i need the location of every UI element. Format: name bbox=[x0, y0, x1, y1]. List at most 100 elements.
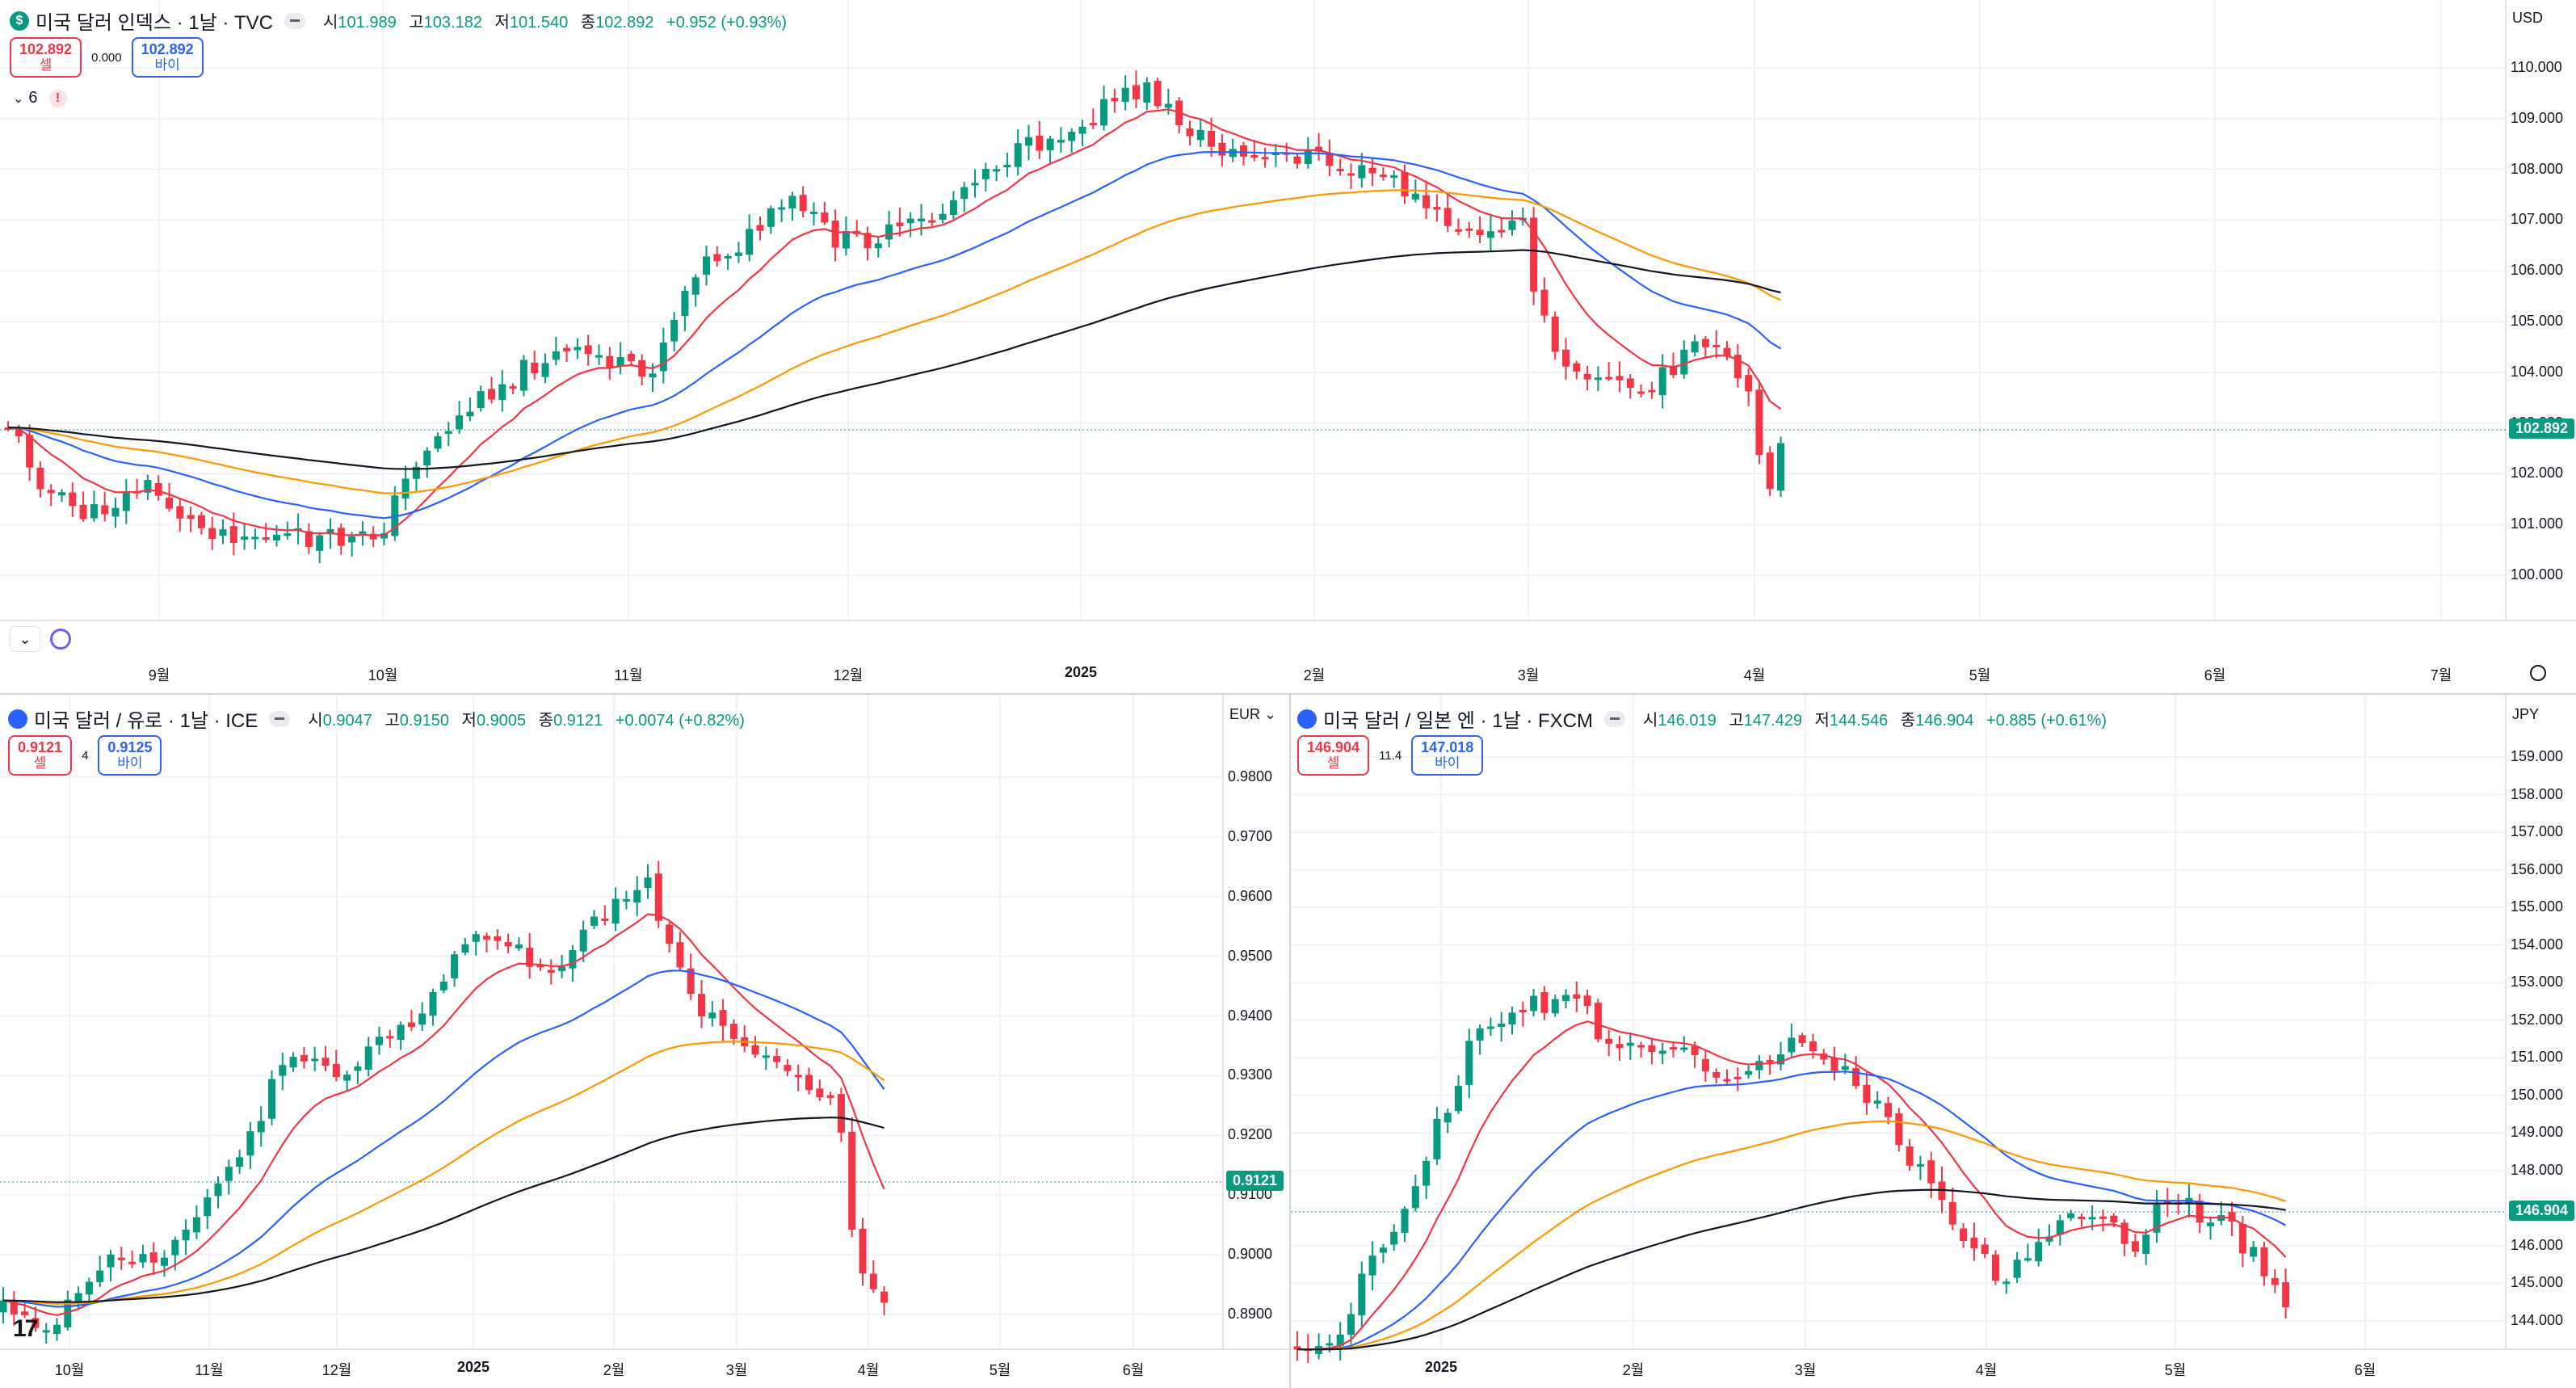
candle bbox=[1992, 1250, 1999, 1285]
candle bbox=[1347, 1302, 1355, 1345]
sell-button[interactable]: 0.9121 셀 bbox=[8, 735, 73, 776]
candle-body bbox=[305, 531, 313, 547]
candle-body bbox=[1519, 1009, 1527, 1012]
candle bbox=[1712, 330, 1721, 359]
jpy-price-chart[interactable] bbox=[1291, 695, 2576, 1388]
eur-price-chart[interactable] bbox=[0, 695, 1289, 1388]
tradingview-logo[interactable]: 17 bbox=[13, 1315, 38, 1342]
candle-body bbox=[1573, 994, 1581, 999]
chevron-down-icon: ⌄ bbox=[13, 91, 24, 106]
candle-body bbox=[139, 1254, 147, 1263]
symbol-title[interactable]: 미국 달러 인덱스 · 1날 · TVC bbox=[36, 12, 273, 34]
buy-button[interactable]: 0.9125 바이 bbox=[98, 735, 162, 776]
candle-body bbox=[1498, 1024, 1506, 1027]
symbol-title[interactable]: 미국 달러 / 유로 · 1날 · ICE bbox=[34, 710, 258, 732]
time-tick-label: 2월 bbox=[603, 1362, 625, 1378]
candle bbox=[1723, 1069, 1731, 1085]
time-tick-label: 10월 bbox=[368, 667, 398, 683]
collapse-legend-button[interactable] bbox=[269, 710, 291, 727]
candle bbox=[364, 1037, 372, 1077]
candle bbox=[659, 327, 667, 384]
candle bbox=[859, 1218, 867, 1286]
candle-body bbox=[1465, 1041, 1473, 1085]
candle bbox=[343, 1070, 351, 1091]
candle-body bbox=[2131, 1241, 2139, 1252]
candle bbox=[305, 523, 313, 554]
buy-button[interactable]: 147.018 바이 bbox=[1411, 735, 1484, 776]
candle bbox=[69, 482, 77, 517]
candle-body bbox=[376, 1037, 383, 1045]
sell-button[interactable]: 146.904 셀 bbox=[1297, 735, 1370, 776]
symbol-title[interactable]: 미국 달러 / 일본 엔 · 1날 · FXCM bbox=[1323, 710, 1593, 732]
candle-body bbox=[601, 918, 609, 921]
candle-body bbox=[2110, 1215, 2118, 1222]
candle-body bbox=[666, 924, 674, 944]
eur-chart-pane[interactable]: 미국 달러 / 유로 · 1날 · ICE 시0.9047 고0.9150 저0… bbox=[0, 695, 1289, 1388]
candle bbox=[719, 999, 727, 1041]
candle bbox=[1379, 167, 1387, 181]
price-tick-label: 105.000 bbox=[2511, 313, 2564, 329]
candle-body bbox=[1218, 142, 1226, 156]
sell-button[interactable]: 102.892 셀 bbox=[10, 37, 82, 78]
candle-body bbox=[488, 389, 495, 400]
candle bbox=[1411, 1174, 1419, 1212]
candle-body bbox=[32, 1318, 40, 1328]
candle-body bbox=[1701, 339, 1709, 347]
pane-divider-vertical[interactable] bbox=[1289, 695, 1291, 1388]
candle-body bbox=[466, 411, 474, 417]
candle bbox=[204, 1188, 212, 1230]
time-tick-label: 3월 bbox=[725, 1362, 748, 1378]
candle bbox=[563, 343, 571, 363]
settings-gear-icon[interactable] bbox=[2530, 665, 2546, 681]
indicators-toggle[interactable]: ⌄ 6 ! bbox=[13, 89, 67, 107]
jpy-chart-pane[interactable]: 미국 달러 / 일본 엔 · 1날 · FXCM 시146.019 고147.4… bbox=[1291, 695, 2576, 1388]
currency-label[interactable]: EUR ⌄ bbox=[1229, 706, 1277, 722]
candle-body bbox=[773, 1056, 781, 1062]
collapse-legend-button[interactable] bbox=[284, 12, 305, 29]
sync-icon[interactable] bbox=[50, 629, 71, 650]
price-tick-label: 0.8900 bbox=[1228, 1306, 1273, 1322]
candle bbox=[595, 344, 603, 365]
candle-body bbox=[1293, 156, 1301, 164]
candle bbox=[1648, 381, 1656, 399]
candle-body bbox=[311, 1058, 319, 1062]
candle bbox=[498, 370, 506, 412]
ema-long-line bbox=[2, 1117, 885, 1303]
candle bbox=[21, 1301, 29, 1319]
dxy-price-chart[interactable] bbox=[0, 0, 2576, 693]
candle-body bbox=[369, 533, 377, 540]
candle bbox=[504, 933, 512, 953]
candle bbox=[1712, 1068, 1721, 1084]
candle bbox=[1358, 1261, 1366, 1327]
candle bbox=[1121, 75, 1129, 111]
candle-body bbox=[1712, 344, 1721, 347]
candle-body bbox=[1605, 1038, 1613, 1044]
candle bbox=[1003, 153, 1011, 178]
candle-body bbox=[96, 1270, 104, 1283]
collapse-legend-button[interactable] bbox=[1603, 710, 1625, 727]
collapse-pane-button[interactable]: ⌄ bbox=[10, 626, 40, 652]
dxy-chart-pane[interactable]: $ 미국 달러 인덱스 · 1날 · TVC 시101.989 고103.182… bbox=[0, 0, 2576, 693]
candle-body bbox=[15, 429, 23, 436]
candle-body bbox=[649, 373, 657, 378]
candle-body bbox=[1401, 1209, 1409, 1234]
candle-body bbox=[831, 221, 839, 248]
currency-label[interactable]: JPY bbox=[2512, 706, 2540, 722]
price-tick-label: 102.000 bbox=[2511, 465, 2564, 482]
candle bbox=[354, 1061, 362, 1085]
candle bbox=[1175, 97, 1183, 134]
candle-body bbox=[1315, 146, 1323, 152]
candle bbox=[1443, 194, 1452, 233]
alert-icon[interactable]: ! bbox=[48, 89, 67, 107]
candle bbox=[1626, 374, 1634, 399]
candle-body bbox=[26, 435, 34, 468]
candle bbox=[864, 226, 872, 261]
currency-label[interactable]: USD bbox=[2512, 10, 2544, 26]
candle-body bbox=[1455, 1085, 1462, 1112]
candle-body bbox=[1411, 193, 1419, 200]
buy-button[interactable]: 102.892 바이 bbox=[131, 37, 204, 78]
candle bbox=[332, 1049, 340, 1082]
pane-divider[interactable] bbox=[0, 693, 2576, 695]
time-tick-label: 6월 bbox=[2204, 667, 2226, 683]
candle-body bbox=[208, 528, 216, 539]
